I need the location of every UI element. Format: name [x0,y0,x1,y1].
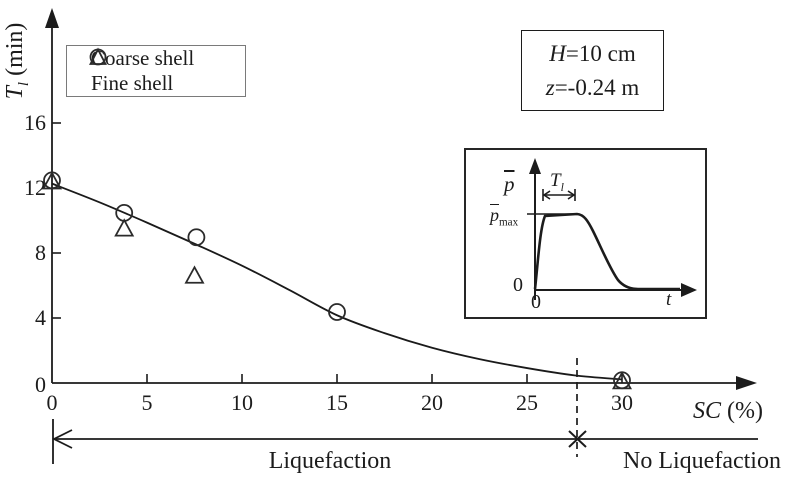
y-axis-title-symbol: T [2,86,28,100]
x-axis-arrow-icon [736,376,757,390]
y-tick-label: 16 [24,110,46,135]
inset-origin-x-label: 0 [531,291,541,313]
y-tick-marks [52,122,61,319]
inset-pressure-curve [533,212,680,291]
legend-label: Fine shell [91,71,174,95]
condition-depth: z=-0.24 m [545,74,640,100]
inset-pmax-label: pmax [490,205,519,229]
trend-line [51,182,623,381]
inset-schematic: p Tl pmax 0 0 t [464,148,707,319]
inset-x-axis-label: t [666,289,672,310]
coarse-shell-marker [187,228,206,247]
legend-item-fine-shell: Fine shell [67,47,245,96]
inset-duration-label: Tl [550,170,564,194]
x-tick-label: 25 [516,390,538,415]
inset-canvas [527,158,697,300]
y-tick-label: 4 [35,305,46,330]
fine-shell-marker [184,265,205,284]
inset-x-axis-arrow-icon [681,283,697,297]
x-tick-label: 10 [231,390,253,415]
y-tick-label: 8 [35,240,46,265]
triangle-marker-icon [89,47,107,65]
x-tick-label: 20 [421,390,443,415]
legend: Coarse shell Fine shell [66,45,246,97]
fine-shell-marker [41,171,63,190]
data-layer [41,171,633,390]
x-axis-title-units: (%) [721,398,763,424]
region-label-no-liquefaction: No Liquefaction [623,448,781,474]
x-tick-marks [146,374,623,383]
y-tick-label: 12 [24,175,46,200]
region-annotation [51,419,758,464]
fine-shell-marker [611,371,633,390]
inset-y-axis-label: p [504,172,515,196]
fine-shell-marker [114,218,135,237]
inset-duration-arrow-icon [542,189,576,201]
x-tick-label: 15 [326,390,348,415]
condition-height: H=10 cm [549,41,636,67]
region-left-arrow-icon [51,429,73,449]
region-x-mark-icon [568,430,587,448]
x-axis-title: SC (%) [658,398,798,425]
y-axis-arrow-icon [45,8,59,28]
inset-origin-y-label: 0 [513,274,523,296]
inset-y-axis-arrow-icon [529,158,541,174]
y-tick-label: 0 [35,372,46,397]
conditions-box: H=10 cm z=-0.24 m [521,30,664,111]
y-axis-title-subscript: l [15,81,32,87]
y-axis-title-units: (min) [2,22,28,82]
coarse-shell-marker [328,303,346,321]
region-label-liquefaction: Liquefaction [268,448,392,474]
x-tick-label: 0 [46,390,58,415]
legend-label: Coarse shell [91,46,195,70]
x-tick-label: 5 [141,390,153,415]
x-axis-title-symbol: SC [693,398,722,424]
x-tick-label: 30 [611,390,633,415]
